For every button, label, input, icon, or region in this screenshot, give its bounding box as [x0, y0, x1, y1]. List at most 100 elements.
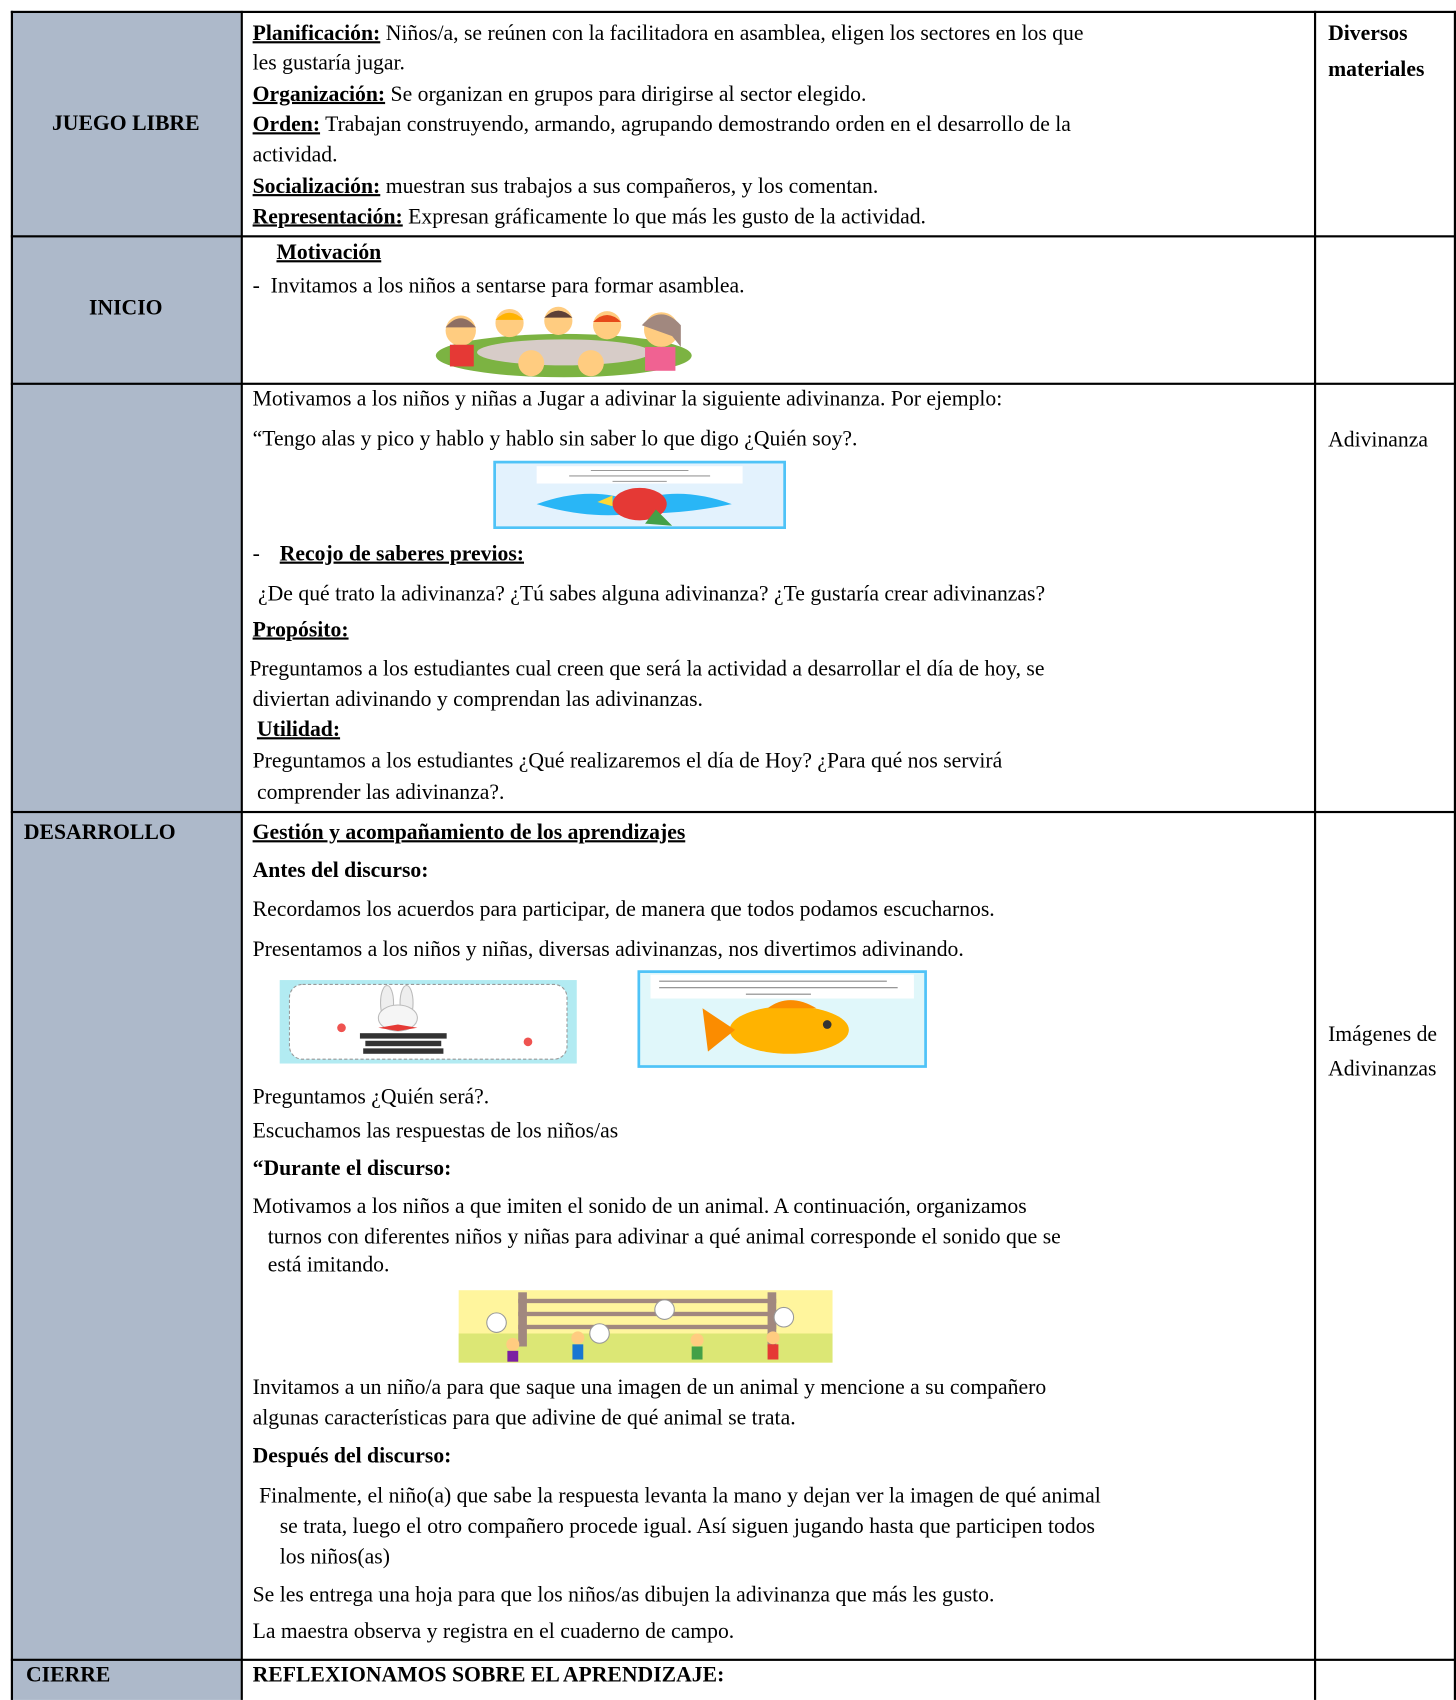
- border: [10, 10, 13, 1700]
- text: ¿De qué trato la adivinanza? ¿Tú sabes a…: [258, 582, 1046, 607]
- stage-label: JUEGO LIBRE: [51, 111, 200, 136]
- text-line: Motivamos a los niños y niñas a Jugar a …: [253, 388, 1003, 410]
- materials: Imágenes de Adivinanzas: [1328, 1022, 1438, 1081]
- stage-label: INICIO: [89, 295, 163, 320]
- text: los niños(as): [279, 1544, 390, 1569]
- text-line: Socialización: muestran sus trabajos a s…: [253, 176, 879, 198]
- border: [1453, 10, 1456, 1700]
- text-line: Finalmente, el niño(a) que sabe la respu…: [259, 1485, 1101, 1507]
- text-line: actividad.: [253, 144, 338, 166]
- heading: Organización:: [252, 82, 386, 107]
- text: está imitando.: [267, 1253, 390, 1278]
- text: Motivamos a los niños y niñas a Jugar a …: [252, 387, 1003, 411]
- text: - Invitamos a los niños a sentarse para …: [252, 274, 745, 299]
- heading: Orden:: [252, 112, 321, 137]
- text-line: ¿De qué trato la adivinanza? ¿Tú sabes a…: [258, 583, 1045, 605]
- text: Escuchamos las respuestas de los niños/a…: [252, 1118, 619, 1143]
- text: diviertan adivinando y comprendan las ad…: [252, 687, 703, 712]
- text: La maestra observa y registra en el cuad…: [252, 1619, 735, 1644]
- text-line: Organización: Se organizan en grupos par…: [253, 83, 867, 105]
- text: -: [252, 542, 260, 566]
- text: Presentamos a los niños y niñas, diversa…: [252, 937, 964, 962]
- materials: Diversos materiales: [1328, 21, 1425, 82]
- border: [240, 10, 243, 1700]
- border: [10, 10, 1456, 13]
- subheading: REFLEXIONAMOS SOBRE EL APRENDIZAJE:: [252, 1663, 725, 1687]
- text-line: Escuchamos las respuestas de los niños/a…: [253, 1120, 619, 1142]
- text-line: REFLEXIONAMOS SOBRE EL APRENDIZAJE:: [253, 1664, 725, 1686]
- text-line: Preguntamos a los estudiantes ¿Qué reali…: [253, 750, 1003, 772]
- text-line: los niños(as): [280, 1546, 390, 1568]
- text: Se les entrega una hoja para que los niñ…: [252, 1582, 995, 1607]
- text-line: diviertan adivinando y comprendan las ad…: [253, 688, 703, 710]
- heading: Gestión y acompañamiento de los aprendiz…: [252, 820, 686, 845]
- materials: Adivinanza: [1328, 428, 1429, 453]
- text-line: Orden: Trabajan construyendo, armando, a…: [253, 114, 1071, 136]
- text-line: algunas características para que adivine…: [253, 1407, 796, 1429]
- text: Preguntamos a los estudiantes ¿Qué reali…: [252, 749, 1003, 773]
- illustration: [279, 980, 577, 1064]
- subheading: Después del discurso:: [252, 1444, 452, 1468]
- text: se trata, luego el otro compañero proced…: [279, 1514, 1095, 1539]
- text: Expresan gráficamente lo que más les gus…: [402, 204, 926, 229]
- text-line: “Durante el discurso:: [253, 1158, 452, 1180]
- heading: Representación:: [252, 204, 403, 229]
- heading: Motivación: [276, 240, 382, 265]
- text-line: comprender las adivinanza?.: [257, 782, 504, 804]
- heading: Propósito:: [252, 617, 349, 642]
- text: Motivamos a los niños a que imiten el so…: [252, 1194, 1027, 1219]
- text: algunas características para que adivine…: [252, 1406, 796, 1430]
- text-line: Después del discurso:: [253, 1445, 452, 1467]
- heading: Socialización:: [252, 174, 381, 199]
- illustration: [493, 460, 787, 530]
- border: [10, 1658, 1456, 1661]
- text: Finalmente, el niño(a) que sabe la respu…: [259, 1484, 1101, 1509]
- text: Se organizan en grupos para dirigirse al…: [385, 82, 867, 107]
- text-line: -: [253, 543, 260, 565]
- illustration: [458, 1290, 833, 1363]
- text-line: está imitando.: [268, 1254, 390, 1276]
- text-line: les gustaría jugar.: [253, 52, 405, 74]
- text: turnos con diferentes niños y niñas para…: [267, 1225, 1061, 1249]
- text-line: Gestión y acompañamiento de los aprendiz…: [253, 822, 686, 844]
- subheading: “Durante el discurso:: [252, 1156, 452, 1181]
- text: Invitamos a un niño/a para que saque una…: [252, 1375, 1047, 1400]
- subheading: Antes del discurso:: [252, 858, 429, 883]
- text-line: Representación: Expresan gráficamente lo…: [253, 206, 926, 228]
- text-line: Antes del discurso:: [253, 860, 429, 882]
- text-line: se trata, luego el otro compañero proced…: [280, 1516, 1095, 1538]
- illustration: [435, 306, 692, 378]
- heading: Planificación:: [252, 21, 381, 46]
- text-line: Planificación: Niños/a, se reúnen con la…: [253, 23, 1084, 45]
- text: actividad.: [252, 143, 338, 167]
- text-line: Motivación: [276, 242, 381, 264]
- text-line: Recordamos los acuerdos para participar,…: [253, 899, 995, 921]
- text-line: Preguntamos a los estudiantes cual creen…: [249, 658, 1044, 680]
- heading: Utilidad:: [256, 717, 341, 742]
- text-line: La maestra observa y registra en el cuad…: [253, 1621, 735, 1643]
- text-line: Presentamos a los niños y niñas, diversa…: [253, 939, 964, 961]
- text-line: Preguntamos ¿Quién será?.: [253, 1086, 490, 1108]
- text-line: “Tengo alas y pico y hablo y hablo sin s…: [253, 428, 858, 450]
- heading: Recojo de saberes previos:: [279, 542, 525, 566]
- text: Preguntamos ¿Quién será?.: [252, 1085, 490, 1110]
- text: Preguntamos a los estudiantes cual creen…: [249, 656, 1045, 681]
- text-line: Propósito:: [253, 619, 349, 641]
- text-line: Recojo de saberes previos:: [280, 543, 524, 565]
- stage-label: DESARROLLO: [23, 820, 176, 845]
- border: [10, 810, 1456, 813]
- text: muestran sus trabajos a sus compañeros, …: [380, 174, 879, 199]
- text: Niños/a, se reúnen con la facilitadora e…: [380, 21, 1084, 46]
- text: les gustaría jugar.: [252, 50, 405, 75]
- text-line: Invitamos a un niño/a para que saque una…: [253, 1377, 1047, 1399]
- text-line: Motivamos a los niños a que imiten el so…: [253, 1196, 1027, 1218]
- text-line: Utilidad:: [257, 719, 340, 741]
- text: “Tengo alas y pico y hablo y hablo sin s…: [252, 427, 858, 452]
- stage-column: [10, 10, 241, 1700]
- border: [10, 235, 1456, 237]
- text-line: turnos con diferentes niños y niñas para…: [268, 1226, 1061, 1248]
- text-line: - Invitamos a los niños a sentarse para …: [253, 275, 745, 297]
- illustration: [637, 970, 927, 1068]
